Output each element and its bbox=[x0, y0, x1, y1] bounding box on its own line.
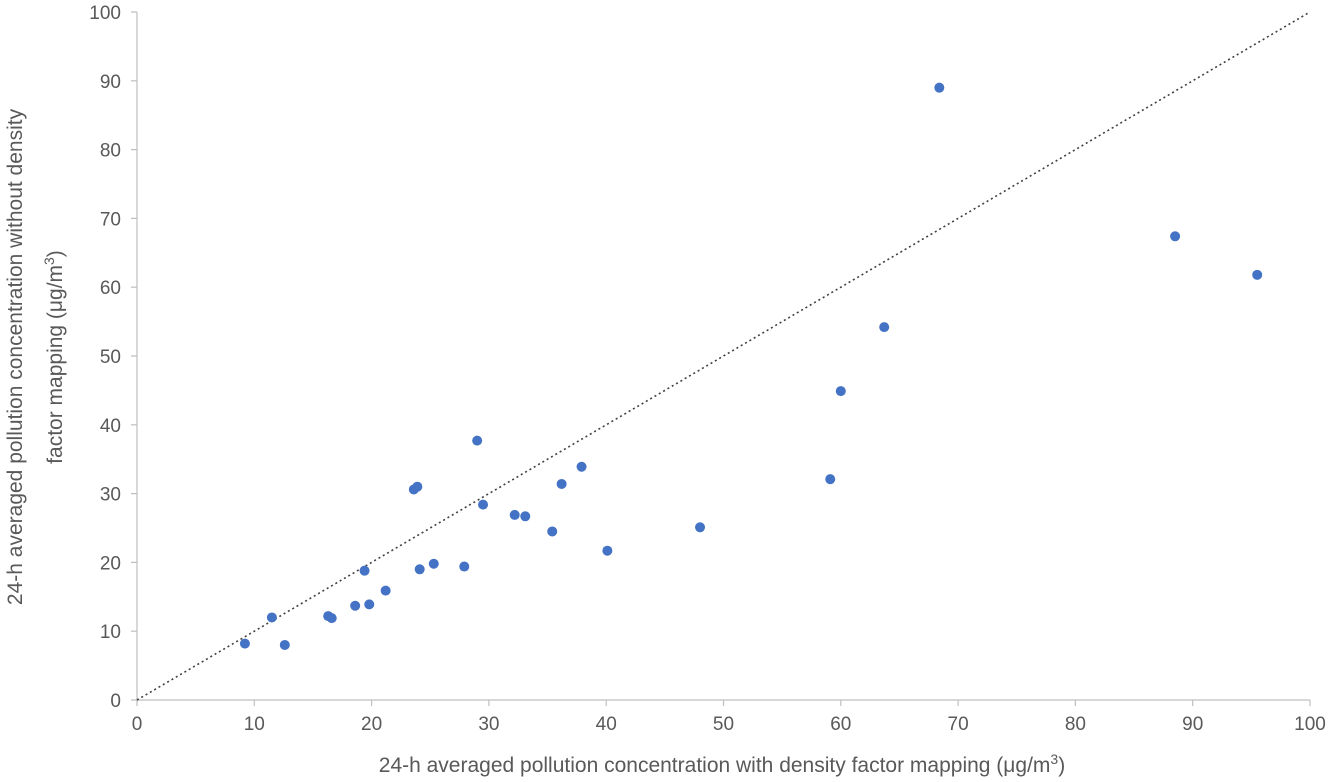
x-tick-label: 60 bbox=[830, 714, 851, 735]
scatter-point bbox=[879, 322, 890, 333]
y-tick-label: 100 bbox=[89, 3, 121, 24]
y-tick-labels: 0 10 20 30 40 50 60 70 80 90 100 bbox=[89, 3, 121, 712]
scatter-point bbox=[279, 639, 290, 650]
y-tick-label: 20 bbox=[100, 553, 121, 574]
scatter-point bbox=[547, 526, 558, 537]
scatter-point bbox=[380, 585, 391, 596]
scatter-point bbox=[472, 435, 483, 446]
x-tick-label: 100 bbox=[1294, 714, 1326, 735]
x-tick-label: 10 bbox=[244, 714, 265, 735]
y-tick-label: 10 bbox=[100, 622, 121, 643]
scatter-point bbox=[428, 558, 439, 569]
scatter-point bbox=[695, 522, 706, 533]
x-tick-label: 90 bbox=[1182, 714, 1203, 735]
y-tick-label: 80 bbox=[100, 141, 121, 162]
scatter-point bbox=[1252, 269, 1263, 280]
scatter-point bbox=[1170, 231, 1181, 242]
x-tick-label: 50 bbox=[713, 714, 734, 735]
y-tick-marks bbox=[131, 11, 137, 701]
scatter-point bbox=[239, 638, 250, 649]
reference-line-1-to-1 bbox=[136, 11, 1311, 701]
scatter-point bbox=[509, 509, 520, 520]
scatter-point bbox=[326, 613, 337, 624]
x-tick-marks bbox=[136, 700, 1311, 706]
y-tick-label: 90 bbox=[100, 72, 121, 93]
scatter-point bbox=[520, 511, 531, 522]
scatter-point bbox=[359, 565, 370, 576]
scatter-point bbox=[934, 82, 945, 93]
y-axis-title: 24-h averaged pollution concentration wi… bbox=[4, 108, 67, 605]
scatter-point bbox=[364, 599, 375, 610]
y-tick-label: 60 bbox=[100, 278, 121, 299]
scatter-point bbox=[556, 478, 567, 489]
x-tick-label: 70 bbox=[948, 714, 969, 735]
scatter-point bbox=[459, 561, 470, 572]
data-points bbox=[239, 82, 1263, 650]
scatter-point bbox=[350, 600, 361, 611]
y-tick-label: 50 bbox=[100, 347, 121, 368]
scatter-point bbox=[478, 499, 489, 510]
y-axis-title-line-1: 24-h averaged pollution concentration wi… bbox=[4, 108, 27, 605]
y-tick-label: 0 bbox=[110, 691, 121, 712]
y-tick-label: 70 bbox=[100, 209, 121, 230]
x-tick-label: 30 bbox=[478, 714, 499, 735]
y-tick-label: 30 bbox=[100, 485, 121, 506]
scatter-point bbox=[412, 481, 423, 492]
x-tick-label: 20 bbox=[361, 714, 382, 735]
x-tick-label: 0 bbox=[132, 714, 143, 735]
scatter-point bbox=[602, 545, 613, 556]
x-axis-title: 24-h averaged pollution concentration wi… bbox=[379, 751, 1065, 777]
x-tick-labels: 0 10 20 30 40 50 60 70 80 90 100 bbox=[132, 714, 1326, 735]
scatter-point bbox=[835, 386, 846, 397]
scatter-point bbox=[576, 461, 587, 472]
x-tick-label: 80 bbox=[1065, 714, 1086, 735]
scatter-point bbox=[266, 612, 277, 623]
y-tick-label: 40 bbox=[100, 416, 121, 437]
x-tick-label: 40 bbox=[596, 714, 617, 735]
y-axis-title-line-2: factor mapping (μg/m3) bbox=[41, 250, 67, 464]
scatter-point bbox=[414, 564, 425, 575]
scatter-point bbox=[825, 474, 836, 485]
